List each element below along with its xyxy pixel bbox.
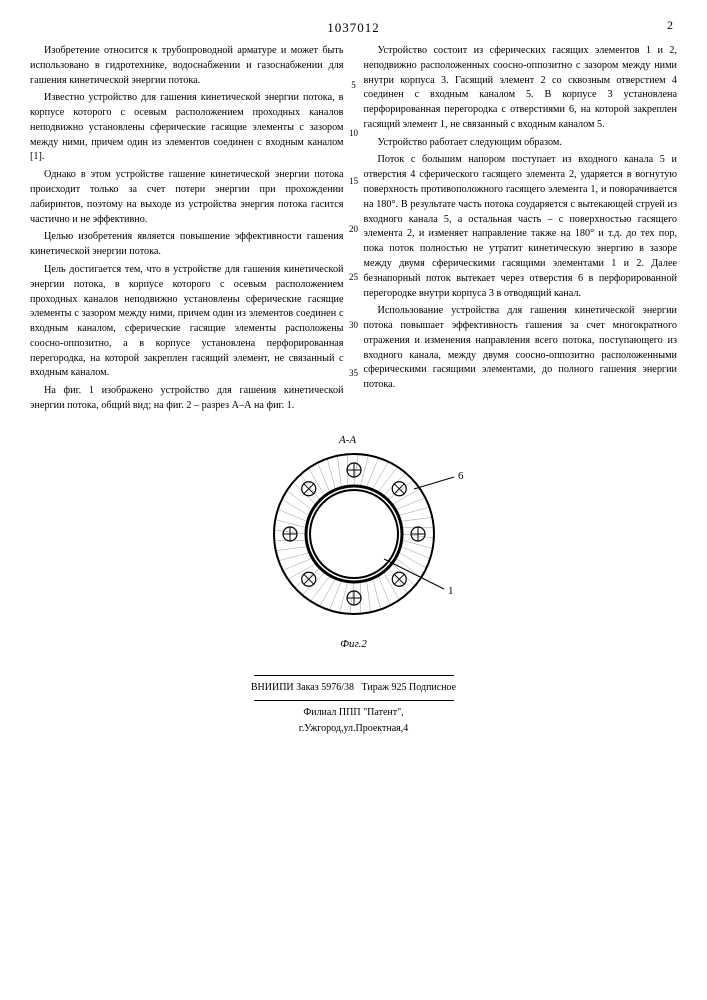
line-marker: 5 [346, 80, 362, 90]
paragraph: Изобретение относится к трубопроводной а… [30, 44, 344, 88]
figure-caption: Фиг.2 [30, 638, 677, 650]
footer-line: Филиал ППП "Патент", [30, 705, 677, 721]
line-marker: 10 [346, 128, 362, 138]
paragraph: Известно устройство для гашения кинетиче… [30, 91, 344, 165]
right-column: Устройство состоит из сферических гасящи… [364, 44, 678, 417]
paragraph: Поток с большим напором поступает из вхо… [364, 153, 678, 301]
paragraph: Устройство состоит из сферических гасящи… [364, 44, 678, 133]
section-label: А-А [338, 434, 356, 446]
callout-1: 1 [448, 585, 454, 597]
footer-line: г.Ужгород,ул.Проектная,4 [30, 721, 677, 737]
paragraph: Использование устройства для гашения кин… [364, 304, 678, 393]
footer: ВНИИПИ Заказ 5976/38 Тираж 925 Подписное… [30, 675, 677, 737]
figure-2: А-А 6 1 Фиг.2 [30, 429, 677, 650]
line-marker: 15 [346, 176, 362, 186]
doc-number: 1037012 [30, 20, 677, 36]
line-marker: 30 [346, 320, 362, 330]
paragraph: Целью изобретения является повышение эфф… [30, 230, 344, 260]
paragraph: Однако в этом устройстве гашение кинетич… [30, 168, 344, 227]
paragraph: Устройство работает следующим образом. [364, 136, 678, 151]
footer-line: ВНИИПИ Заказ 5976/38 Тираж 925 Подписное [30, 680, 677, 696]
page-right-number: 2 [667, 18, 673, 33]
line-marker: 35 [346, 368, 362, 378]
paragraph: На фиг. 1 изображено устройство для гаше… [30, 384, 344, 414]
left-column: Изобретение относится к трубопроводной а… [30, 44, 344, 417]
line-marker: 20 [346, 224, 362, 234]
callout-6: 6 [458, 470, 464, 482]
paragraph: Цель достигается тем, что в устройстве д… [30, 263, 344, 381]
line-marker: 25 [346, 272, 362, 282]
